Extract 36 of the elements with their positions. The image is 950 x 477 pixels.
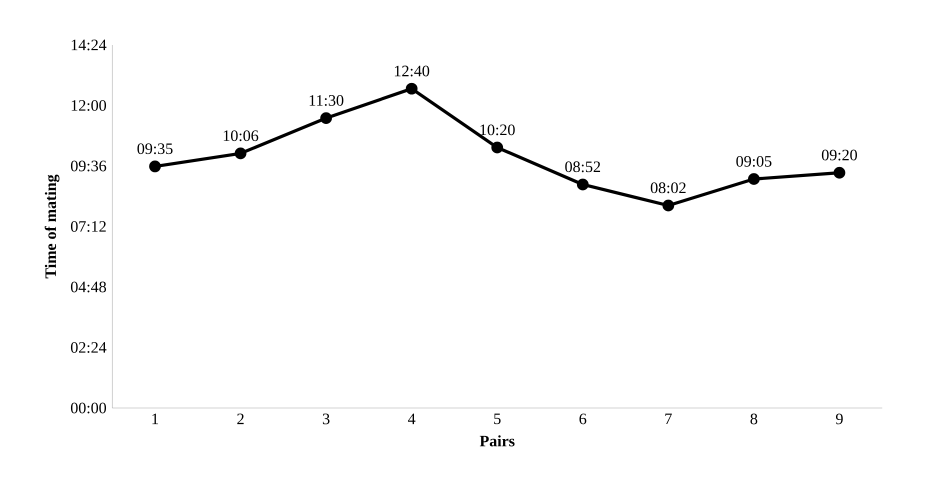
y-tick-label: 04:48 [70,282,106,292]
point [149,160,161,172]
data-label: 11:30 [310,95,344,106]
y-tick-label: 09:36 [70,160,106,172]
x-tick-label: 3 [322,414,330,424]
y-tick-label: 00:00 [70,402,106,414]
y-axis-title: Time of mating [44,174,60,278]
x-tick-label: 8 [750,414,758,424]
data-label: 09:35 [137,143,173,154]
data-label: 09:05 [736,156,772,167]
x-tick-label: 2 [237,414,244,424]
point [662,200,674,212]
x-tick-label: 1 [152,414,158,424]
data-label: 08:52 [565,161,600,172]
data-label: 10:06 [224,130,258,142]
x-tick-label: 6 [579,414,586,424]
x-axis-title: Pairs [480,435,515,446]
point [491,142,504,154]
point [834,166,846,179]
x-tick-label: 5 [494,414,501,424]
x-tick-label: 7 [665,414,672,424]
y-tick-label: 12:00 [72,100,106,111]
y-tick-label: 14:24 [72,40,106,50]
point [406,82,418,95]
point [576,178,589,190]
y-tick-label: 07:12 [70,221,106,232]
x-tick-label: 4 [408,414,416,424]
x-tick-label: 9 [836,414,843,424]
data-label: 08:02 [650,182,686,194]
data-label: 12:40 [394,66,430,76]
point [234,148,246,160]
data-label: 10:20 [480,124,515,136]
y-tick-label: 02:24 [70,342,106,353]
point [748,173,760,185]
point [320,112,332,124]
data-label: 09:20 [822,150,857,160]
